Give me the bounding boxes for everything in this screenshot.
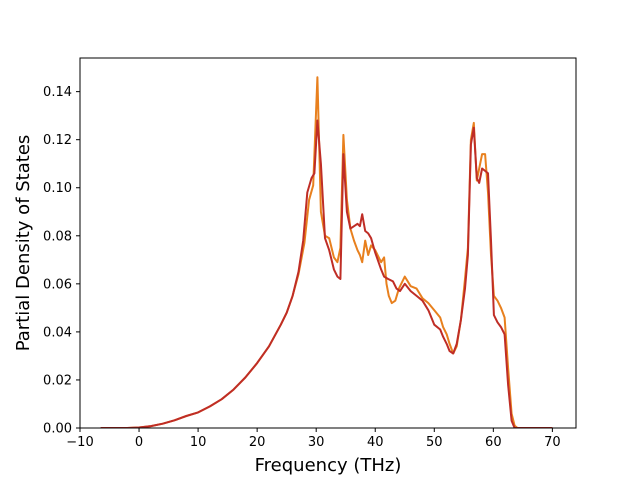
y-axis: 0.00 0.02 0.04 0.06 0.08 0.10 0.12 0.14 bbox=[43, 85, 80, 437]
x-tick-label: 60 bbox=[485, 435, 502, 450]
x-axis-title: Frequency (THz) bbox=[255, 455, 402, 476]
plot-frame bbox=[79, 57, 577, 429]
y-tick-label: 0.14 bbox=[43, 85, 72, 100]
y-tick-label: 0.00 bbox=[43, 422, 72, 437]
x-tick-label: −10 bbox=[66, 435, 93, 450]
x-axis: −10 0 10 20 30 40 50 60 70 bbox=[66, 428, 561, 450]
x-tick-label: 70 bbox=[544, 435, 561, 450]
x-tick-label: 40 bbox=[367, 435, 384, 450]
y-tick-label: 0.12 bbox=[43, 133, 72, 148]
y-tick-label: 0.06 bbox=[43, 277, 72, 292]
y-tick-label: 0.08 bbox=[43, 229, 72, 244]
y-tick-label: 0.04 bbox=[43, 325, 72, 340]
x-tick-label: 0 bbox=[135, 435, 143, 450]
x-tick-label: 20 bbox=[249, 435, 266, 450]
series-layer bbox=[100, 76, 553, 428]
y-tick-label: 0.02 bbox=[43, 373, 72, 388]
series-line-2 bbox=[100, 119, 553, 428]
y-tick-label: 0.10 bbox=[43, 181, 72, 196]
x-tick-label: 50 bbox=[426, 435, 443, 450]
x-tick-label: 30 bbox=[308, 435, 325, 450]
x-tick-label: 10 bbox=[190, 435, 207, 450]
y-axis-title: Partial Density of States bbox=[13, 135, 34, 352]
